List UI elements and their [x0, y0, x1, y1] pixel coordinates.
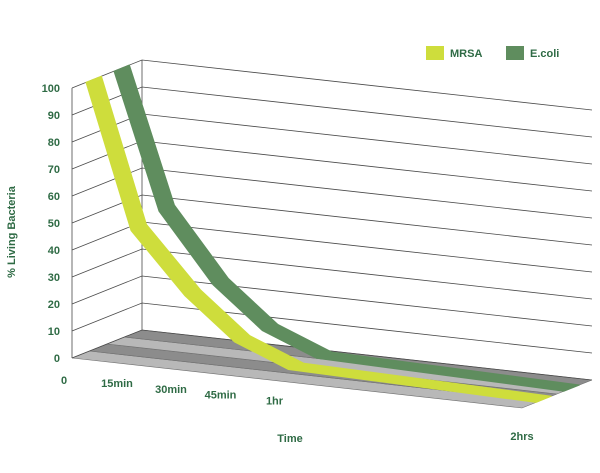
y-tick-label: 100 [42, 83, 60, 95]
y-tick-labels: 0 10 20 30 40 50 60 70 80 90 100 [42, 83, 60, 365]
y-tick-label: 90 [48, 110, 60, 122]
y-tick-label: 50 [48, 218, 60, 230]
y-tick-label: 40 [48, 245, 60, 257]
gridline [71, 59, 593, 111]
y-tick-label: 10 [48, 326, 60, 338]
series-ribbons [85, 64, 580, 403]
x-tick-label: 2hrs [510, 431, 533, 443]
y-tick-label: 60 [48, 191, 60, 203]
x-tick-label: 1hr [266, 396, 284, 408]
y-tick-label: 20 [48, 299, 60, 311]
legend-label: E.coli [530, 48, 559, 60]
legend-label: MRSA [450, 48, 482, 60]
y-tick-label: 0 [54, 353, 60, 365]
y-tick-label: 30 [48, 272, 60, 284]
gridline [71, 275, 593, 327]
x-tick-label: 0 [61, 375, 67, 387]
legend-swatch [506, 46, 524, 60]
x-tick-labels: 0 15min 30min 45min 1hr 2hrs [61, 375, 534, 443]
gridline [71, 248, 593, 300]
x-tick-label: 45min [205, 390, 237, 402]
y-tick-label: 80 [48, 137, 60, 149]
x-tick-label: 30min [155, 384, 187, 396]
y-axis-title: % Living Bacteria [6, 185, 18, 278]
y-tick-label: 70 [48, 164, 60, 176]
legend-swatch [426, 46, 444, 60]
x-tick-label: 15min [101, 378, 133, 390]
x-axis-title: Time [277, 433, 302, 445]
legend: MRSA E.coli [426, 46, 559, 60]
